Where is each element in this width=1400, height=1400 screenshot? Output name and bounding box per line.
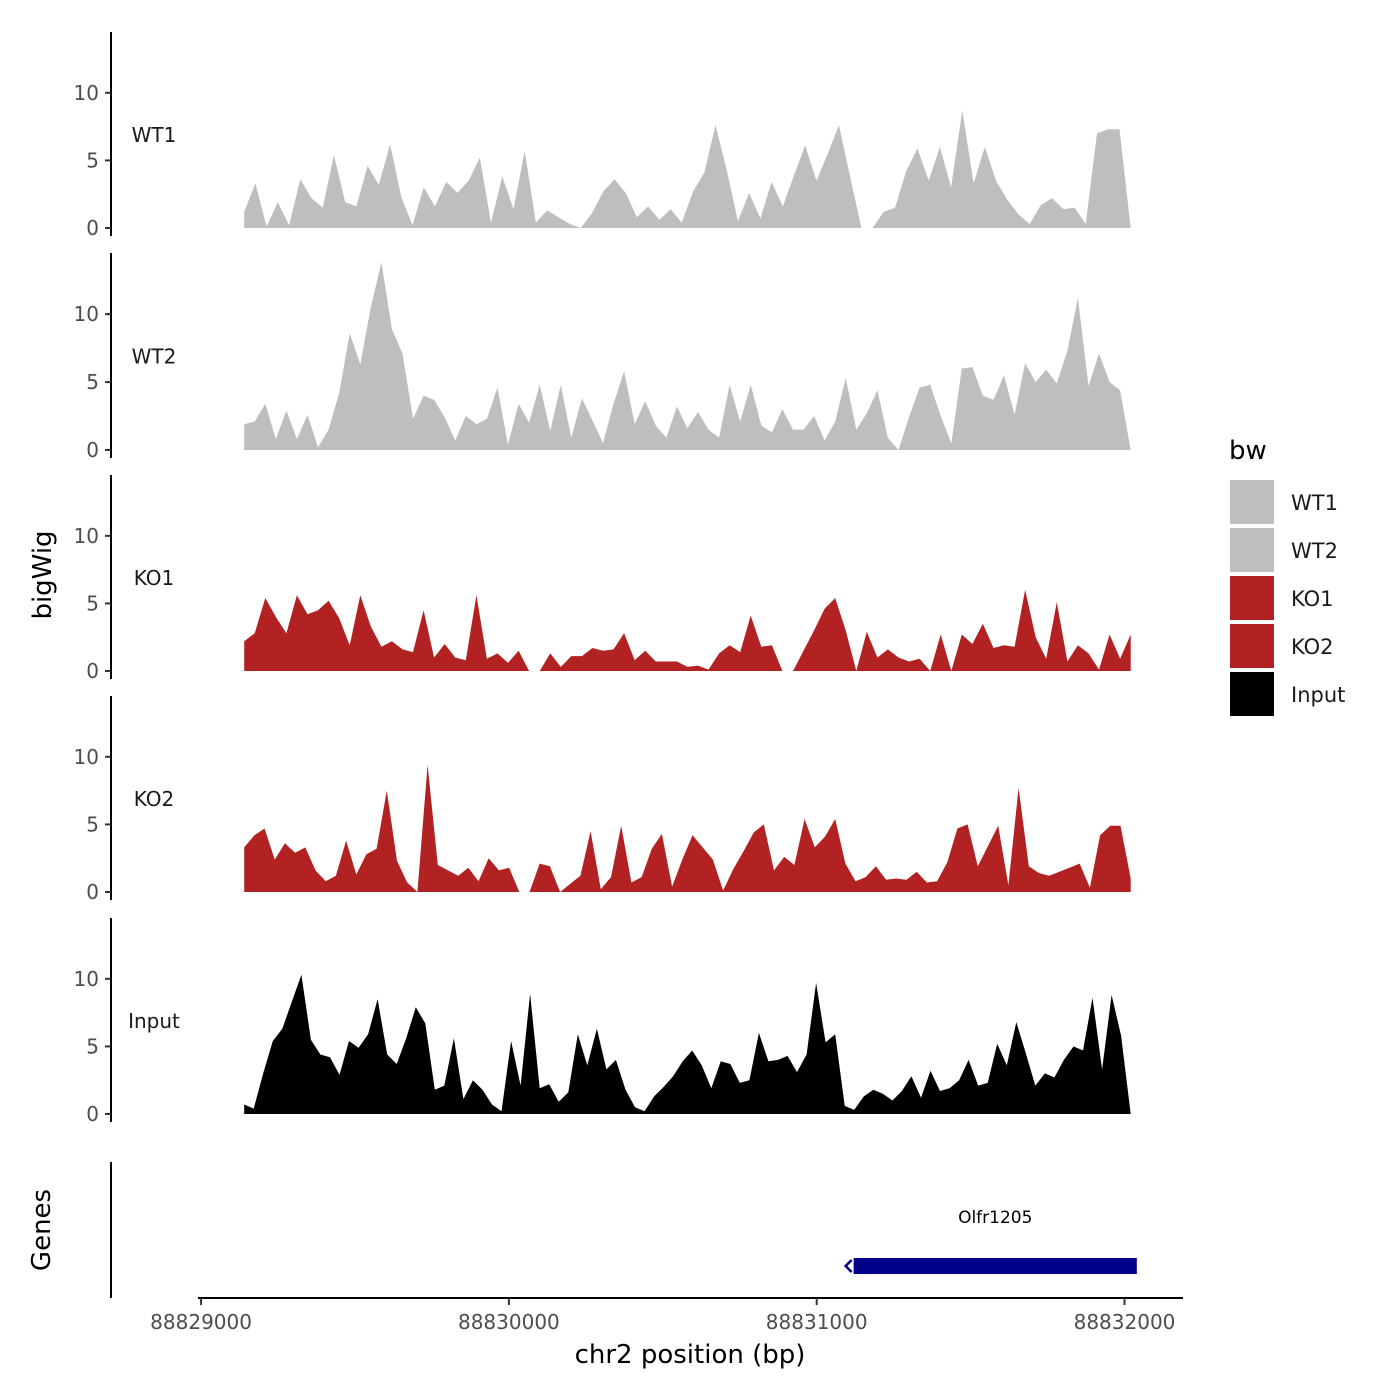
legend-swatch-wt2 — [1230, 528, 1274, 572]
track-ko1: 0 5 10 KO1 — [74, 475, 1131, 683]
y-tick-label-wt2-0: 0 — [86, 438, 99, 462]
area-wt1 — [244, 110, 1131, 228]
x-tick-label-88832000: 88832000 — [1074, 1310, 1176, 1334]
track-label-wt1: WT1 — [132, 123, 177, 147]
legend-label-ko1: KO1 — [1291, 587, 1334, 611]
gene-olfr1205: Olfr1205 — [843, 1208, 1137, 1274]
gene-strand-arrow-icon — [843, 1259, 853, 1273]
gene-label-olfr1205: Olfr1205 — [958, 1208, 1032, 1228]
legend-label-input: Input — [1291, 683, 1345, 707]
y-tick-label-ko2-10: 10 — [74, 745, 99, 769]
legend-swatch-input — [1230, 672, 1274, 716]
legend-swatch-wt1 — [1230, 480, 1274, 524]
y-tick-label-input-10: 10 — [74, 967, 99, 991]
track-wt1: 0 5 10 WT1 — [74, 32, 1131, 240]
track-input: 0 5 10 Input — [74, 918, 1131, 1126]
legend-swatch-ko2 — [1230, 624, 1274, 668]
track-label-ko1: KO1 — [134, 566, 175, 590]
genes-layer: Olfr1205 — [843, 1208, 1137, 1274]
track-label-ko2: KO2 — [134, 787, 175, 811]
y-tick-label-input-5: 5 — [86, 1034, 99, 1058]
x-axis: 88829000 88830000 88831000 88832000 chr2 po… — [150, 1297, 1183, 1370]
legend-label-ko2: KO2 — [1291, 635, 1334, 659]
y-tick-label-wt2-10: 10 — [74, 302, 99, 326]
y-tick-label-wt1-10: 10 — [74, 81, 99, 105]
legend-entry-wt2: WT2 — [1230, 528, 1338, 572]
track-wt2: 0 5 10 WT2 — [74, 253, 1131, 462]
y-tick-label-ko2-0: 0 — [86, 880, 99, 904]
genes-panel: Genes Olfr1205 — [27, 1162, 1137, 1298]
legend-swatch-ko1 — [1230, 576, 1274, 620]
area-input — [244, 974, 1131, 1114]
y-axis-title: bigWig — [28, 530, 58, 619]
gene-body-olfr1205 — [853, 1258, 1137, 1274]
track-ko2: 0 5 10 KO2 — [74, 696, 1131, 904]
legend-entry-ko1: KO1 — [1230, 576, 1334, 620]
x-tick-label-88831000: 88831000 — [766, 1310, 868, 1334]
y-tick-label-wt1-5: 5 — [86, 148, 99, 172]
y-tick-label-input-0: 0 — [86, 1102, 99, 1126]
y-tick-label-ko1-0: 0 — [86, 659, 99, 683]
legend-entry-ko2: KO2 — [1230, 624, 1334, 668]
x-tick-label-88829000: 88829000 — [150, 1310, 252, 1334]
x-axis-title: chr2 position (bp) — [575, 1340, 806, 1370]
track-label-input: Input — [128, 1009, 180, 1033]
legend-entry-wt1: WT1 — [1230, 480, 1338, 524]
x-tick-label-88830000: 88830000 — [458, 1310, 560, 1334]
y-tick-label-wt2-5: 5 — [86, 370, 99, 394]
y-tick-label-ko1-5: 5 — [86, 591, 99, 615]
y-tick-label-ko1-10: 10 — [74, 524, 99, 548]
tracks-layer: 0 5 10 WT1 0 5 10 WT2 0 5 10 KO1 0 5 10 KO2 0 5 10 Input — [74, 32, 1131, 1126]
legend-label-wt2: WT2 — [1291, 539, 1338, 563]
legend-title: bw — [1229, 436, 1267, 466]
area-ko1 — [244, 589, 1131, 671]
legend-entry-input: Input — [1230, 672, 1345, 716]
y-tick-label-ko2-5: 5 — [86, 812, 99, 836]
area-ko2 — [244, 764, 1131, 892]
legend-entries: WT1 WT2 KO1 KO2 Input — [1230, 480, 1345, 716]
y-tick-label-wt1-0: 0 — [86, 216, 99, 240]
x-ticks-layer: 88829000 88830000 88831000 88832000 — [150, 1298, 1175, 1334]
track-label-wt2: WT2 — [132, 344, 177, 368]
genes-axis-label: Genes — [27, 1189, 57, 1271]
legend: bw WT1 WT2 KO1 KO2 Input — [1229, 436, 1345, 716]
legend-label-wt1: WT1 — [1291, 491, 1338, 515]
area-wt2 — [244, 262, 1131, 450]
